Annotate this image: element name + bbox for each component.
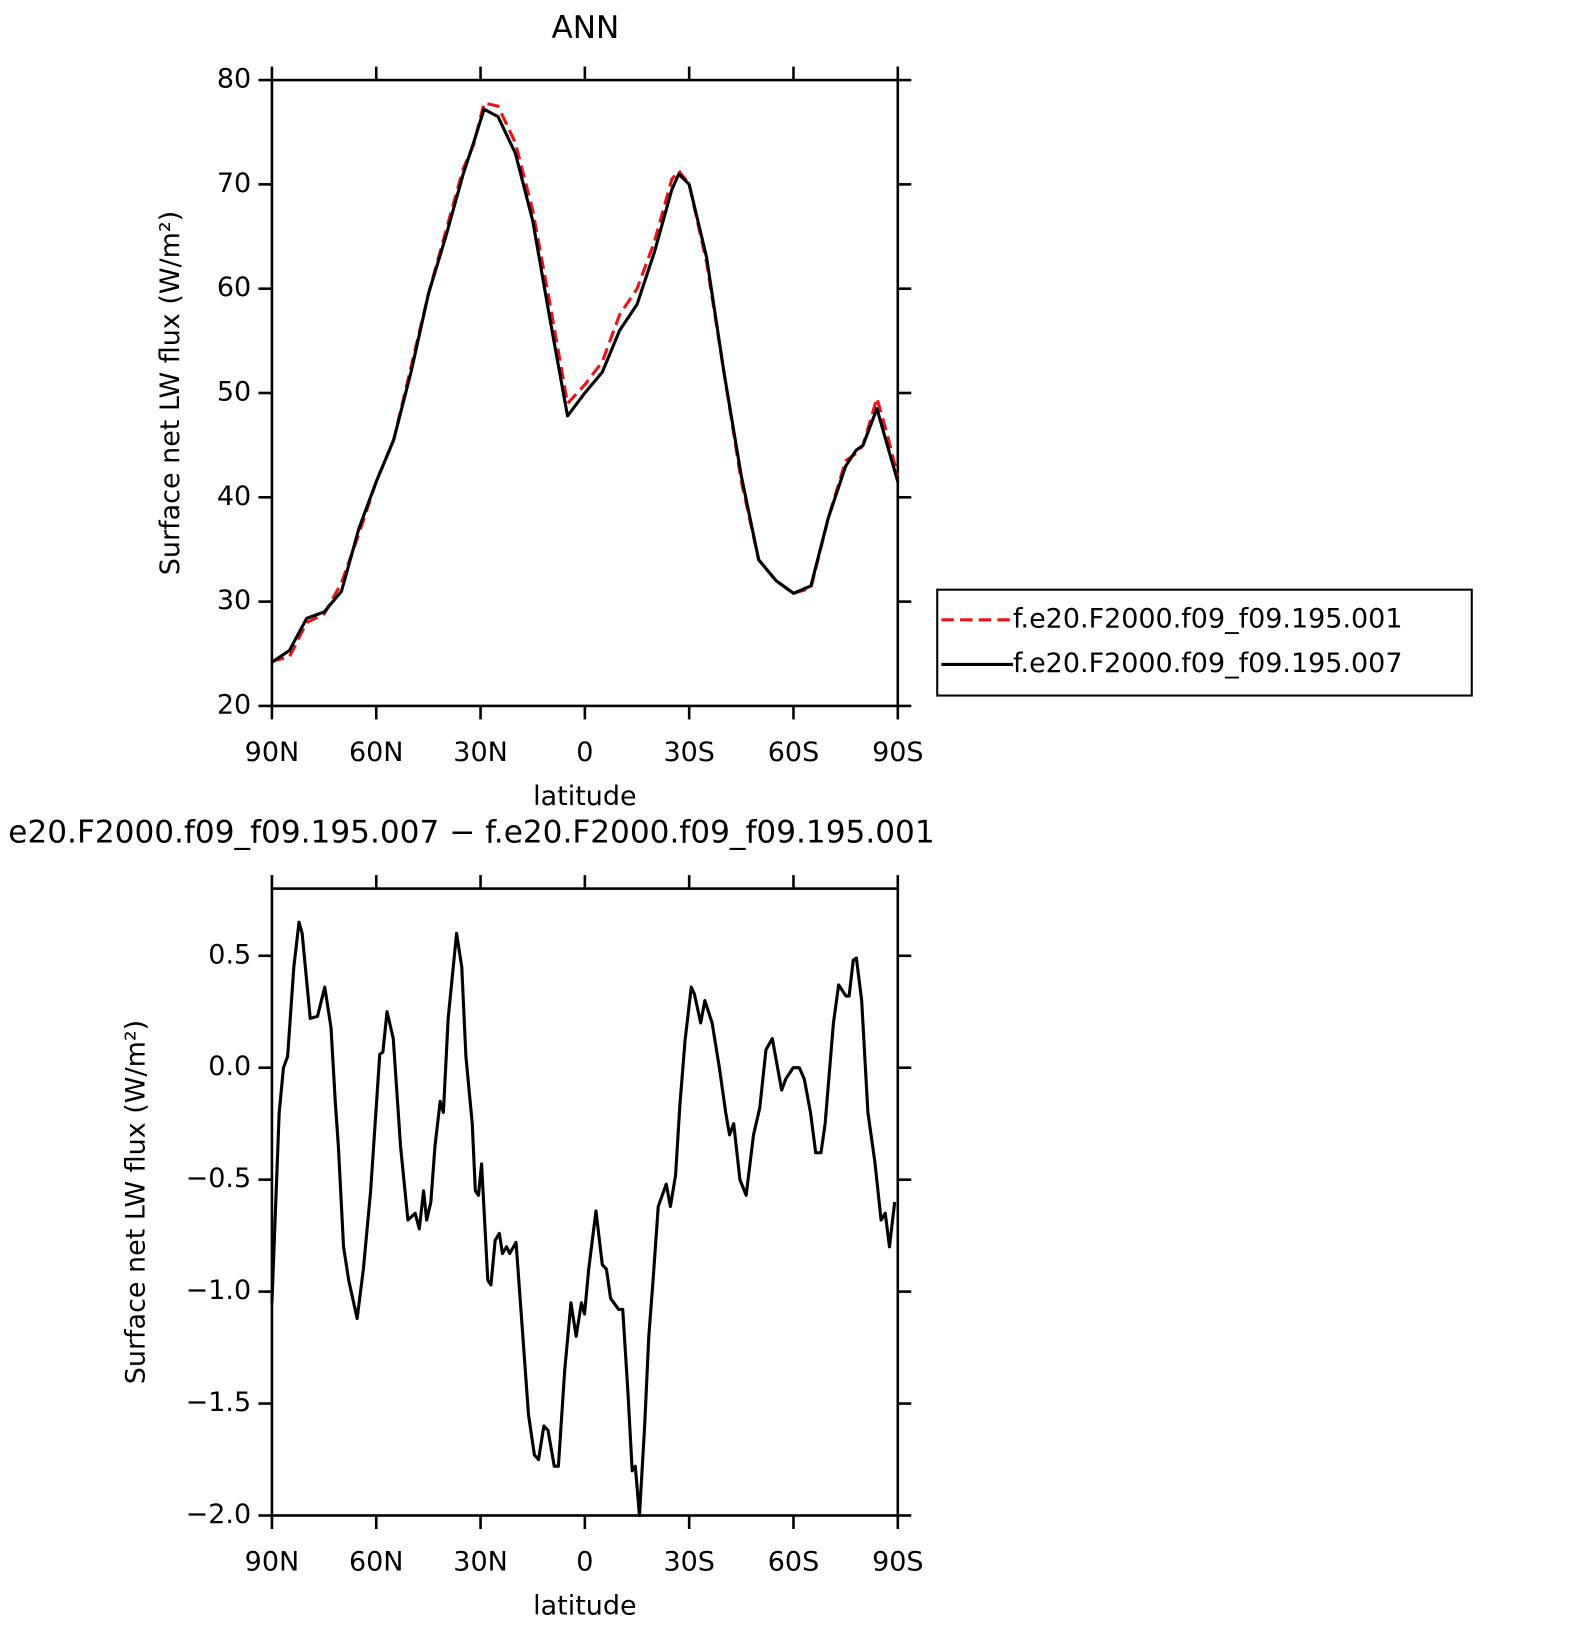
data-line [271, 101, 900, 663]
y-tick-label: −1.0 [186, 1275, 252, 1306]
y-tick-label: −2.0 [186, 1499, 252, 1530]
x-tick-label: 60N [349, 1547, 403, 1578]
x-tick-label: 90S [872, 737, 923, 768]
x-tick-label: 60S [768, 737, 819, 768]
y-tick-label: 50 [217, 376, 251, 407]
x-tick-label: 0 [576, 737, 593, 768]
x-tick-label: 90S [872, 1547, 923, 1578]
y-axis-label: Surface net LW flux (W/m²) [121, 1020, 152, 1384]
x-tick-label: 30N [453, 737, 507, 768]
x-tick-label: 90N [245, 737, 299, 768]
y-tick-label: 0.0 [208, 1051, 251, 1082]
y-axis-label: Surface net LW flux (W/m²) [155, 211, 186, 575]
y-tick-label: −0.5 [186, 1163, 252, 1194]
chart-title: ANN [551, 10, 619, 46]
x-tick-label: 30S [663, 737, 714, 768]
y-tick-label: 30 [217, 585, 251, 616]
plot-frame [270, 887, 900, 1517]
x-tick-label: 60S [768, 1547, 819, 1578]
y-tick-label: −1.5 [186, 1387, 252, 1418]
x-tick-label: 0 [576, 1547, 593, 1578]
data-line [271, 107, 900, 664]
y-tick-label: 70 [217, 168, 251, 199]
y-tick-label: 40 [217, 481, 251, 512]
y-tick-label: 60 [217, 272, 251, 303]
y-tick-label: 80 [217, 64, 251, 95]
x-tick-label: 30N [453, 1547, 507, 1578]
legend-label: f.e20.F2000.f09_f09.195.001 [1013, 603, 1403, 634]
x-tick-label: 60N [349, 737, 403, 768]
data-line [270, 920, 897, 1518]
y-tick-label: 0.5 [208, 939, 251, 970]
chart-title: e20.F2000.f09_f09.195.007 − f.e20.F2000.… [8, 815, 934, 851]
x-axis-label: latitude [533, 1590, 636, 1621]
legend-label: f.e20.F2000.f09_f09.195.007 [1013, 648, 1403, 679]
x-tick-label: 30S [663, 1547, 714, 1578]
legend-box [936, 588, 1473, 697]
x-axis-label: latitude [533, 781, 636, 812]
y-tick-label: 20 [217, 689, 251, 720]
x-tick-label: 90N [245, 1547, 299, 1578]
